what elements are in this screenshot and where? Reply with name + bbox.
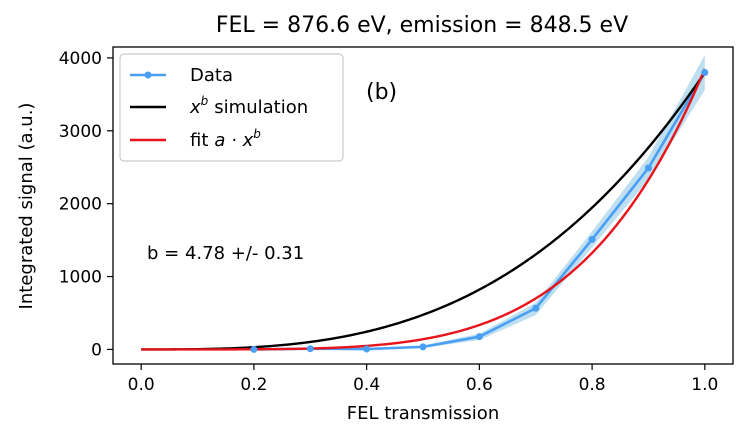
legend-simulation-exponent: b: [201, 94, 209, 108]
legend-box: [119, 53, 344, 162]
y-tick-label: 1000: [59, 268, 102, 288]
legend-fit-math: a · x: [214, 130, 253, 151]
legend-fit-exponent: b: [253, 127, 261, 141]
x-axis-label: FEL transmission: [347, 403, 499, 424]
y-tick-label: 2000: [59, 195, 102, 215]
plot-area-frame: [112, 46, 734, 365]
data-confidence-band: [253, 55, 705, 351]
data-point: [250, 345, 258, 353]
legend-data-label: Data: [190, 65, 233, 86]
x-tick-label: 0.8: [579, 375, 606, 395]
x-tick-label: 0.0: [128, 375, 155, 395]
x-tick-label: 0.4: [353, 375, 380, 395]
y-axis-label: Integrated signal (a.u.): [16, 103, 37, 310]
y-tick-label: 3000: [59, 122, 102, 142]
x-axis-ticks: 0.0 0.2 0.4 0.6 0.8 1.0: [128, 364, 718, 395]
chart-title: FEL = 876.6 eV, emission = 848.5 eV: [216, 13, 628, 38]
legend-simulation-text: simulation: [214, 97, 308, 118]
legend-fit-text: fit: [190, 130, 208, 151]
data-point: [644, 164, 652, 172]
legend-data-marker: [144, 71, 152, 79]
data-point: [475, 333, 483, 341]
data-point: [419, 343, 427, 351]
data-point: [306, 345, 314, 353]
data-point: [363, 345, 371, 353]
x-tick-label: 0.6: [466, 375, 493, 395]
legend-simulation-label: xb simulation: [189, 94, 308, 118]
data-point: [701, 69, 709, 77]
fit-curve: [141, 68, 706, 351]
marker-layer: [250, 69, 709, 353]
data-confidence-band-layer: [253, 55, 705, 351]
legend: Data xb simulation fit a · xb: [119, 53, 344, 162]
x-tick-label: 1.0: [691, 375, 718, 395]
data-point: [532, 304, 540, 312]
y-axis-ticks: 0 1000 2000 3000 4000: [59, 49, 113, 360]
fit-parameter-annotation: b = 4.78 +/- 0.31: [147, 243, 304, 264]
y-tick-label: 4000: [59, 49, 102, 69]
legend-simulation-math: x: [189, 97, 201, 118]
legend-fit-label: fit a · xb: [190, 127, 261, 151]
panel-label: (b): [366, 80, 397, 105]
data-point: [588, 235, 596, 243]
x-tick-label: 0.2: [240, 375, 267, 395]
y-tick-label: 0: [91, 340, 102, 360]
simulation-curve: [141, 71, 706, 351]
